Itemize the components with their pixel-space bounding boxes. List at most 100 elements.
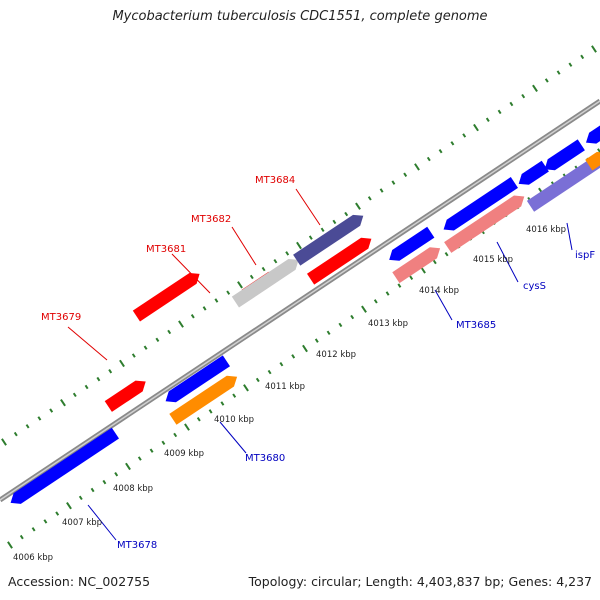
inner-tick bbox=[279, 362, 284, 367]
outer-tick bbox=[580, 54, 585, 60]
inner-tick bbox=[232, 393, 237, 398]
outer-tick bbox=[308, 235, 313, 240]
gene-label[interactable]: cysS bbox=[523, 281, 546, 292]
inner-tick bbox=[385, 291, 390, 296]
inner-tick bbox=[373, 299, 378, 304]
outer-tick bbox=[344, 211, 349, 217]
outer-tick bbox=[1, 438, 7, 446]
gene-grey[interactable] bbox=[231, 259, 299, 308]
outer-tick bbox=[568, 62, 573, 67]
inner-tick bbox=[196, 417, 201, 422]
outer-tick bbox=[532, 84, 538, 93]
gene-lavender[interactable] bbox=[526, 152, 600, 212]
outer-tick-ring bbox=[1, 45, 597, 446]
inner-tick bbox=[409, 275, 414, 280]
inner-tick bbox=[432, 259, 437, 265]
inner-tick bbox=[338, 322, 343, 328]
outer-tick bbox=[49, 408, 54, 413]
gene-label[interactable]: MT3680 bbox=[245, 453, 285, 464]
gene-label[interactable]: MT3678 bbox=[117, 540, 157, 551]
gene-mt3683[interactable] bbox=[307, 237, 372, 285]
outer-tick bbox=[497, 109, 502, 115]
outer-tick bbox=[414, 163, 420, 171]
inner-tick bbox=[78, 495, 83, 501]
accession-label: Accession: NC_002755 bbox=[8, 574, 151, 589]
outer-tick bbox=[320, 227, 325, 232]
gene-label[interactable]: ispF bbox=[575, 250, 595, 261]
gene-label[interactable]: MT3682 bbox=[191, 214, 231, 225]
gene-reverse-c[interactable] bbox=[518, 160, 549, 185]
inner-tick bbox=[114, 472, 119, 477]
gene-reverse-e[interactable] bbox=[586, 124, 600, 144]
inner-tick bbox=[102, 479, 107, 485]
outer-tick bbox=[202, 306, 207, 311]
outer-tick bbox=[119, 359, 125, 368]
gene-pink-b[interactable] bbox=[444, 195, 525, 253]
inner-tick bbox=[173, 432, 178, 438]
outer-tick bbox=[84, 384, 89, 390]
inner-tick bbox=[55, 511, 60, 516]
gene-reverse-a[interactable] bbox=[389, 226, 435, 261]
scale-label: 4012 kbp bbox=[316, 350, 356, 360]
connector-line bbox=[566, 222, 573, 251]
outer-tick bbox=[332, 219, 337, 225]
inner-tick bbox=[161, 440, 166, 446]
scale-label: 4013 kbp bbox=[368, 319, 408, 329]
outer-tick bbox=[249, 274, 254, 280]
scale-label: 4006 kbp bbox=[13, 553, 53, 563]
outer-tick bbox=[521, 93, 526, 99]
outer-tick bbox=[391, 180, 396, 185]
outer-tick bbox=[544, 78, 549, 83]
outer-tick bbox=[60, 398, 66, 407]
gene-mt3679[interactable] bbox=[104, 380, 146, 412]
scale-label: 4015 kbp bbox=[473, 255, 513, 265]
outer-tick bbox=[285, 251, 290, 256]
inner-tick bbox=[255, 377, 260, 383]
scale-labels: 4006 kbp 4007 kbp 4008 kbp 4009 kbp 4010 kbp… bbox=[13, 225, 566, 563]
genome-stats: Topology: circular; Length: 4,403,837 bp… bbox=[249, 574, 592, 589]
label-connectors bbox=[67, 188, 573, 541]
outer-tick bbox=[450, 141, 455, 146]
outer-tick bbox=[155, 337, 160, 343]
connector-line bbox=[295, 188, 321, 226]
gene-orange[interactable] bbox=[169, 375, 238, 425]
genes-count-label: Genes: 4,237 bbox=[508, 574, 592, 589]
inner-tick bbox=[326, 330, 331, 335]
outer-tick bbox=[178, 320, 184, 328]
scale-label: 4007 kbp bbox=[62, 518, 102, 528]
inner-tick bbox=[90, 487, 95, 493]
outer-tick bbox=[379, 188, 384, 193]
gene-mt3678[interactable] bbox=[10, 427, 120, 504]
gene-label[interactable]: MT3684 bbox=[255, 175, 295, 186]
outer-tick bbox=[355, 202, 361, 210]
inner-tick bbox=[291, 354, 296, 359]
gene-reverse-d[interactable] bbox=[544, 139, 585, 171]
outer-tick bbox=[473, 123, 479, 132]
outer-tick bbox=[367, 196, 372, 201]
gene-mt3684[interactable] bbox=[293, 214, 364, 266]
outer-tick bbox=[237, 281, 243, 289]
inner-tick bbox=[243, 384, 249, 392]
gene-pink-a[interactable] bbox=[392, 247, 441, 284]
scale-label: 4016 kbp bbox=[526, 225, 566, 235]
outer-tick bbox=[261, 266, 266, 272]
outer-tick bbox=[190, 314, 195, 319]
gene-label[interactable]: MT3685 bbox=[456, 320, 496, 331]
outer-tick bbox=[591, 45, 597, 53]
gene-mt3681[interactable] bbox=[132, 273, 200, 322]
inner-tick bbox=[149, 448, 154, 453]
outer-tick bbox=[143, 345, 148, 350]
gene-mt3680[interactable] bbox=[165, 355, 230, 403]
gene-label[interactable]: MT3679 bbox=[41, 312, 81, 323]
inner-tick bbox=[7, 541, 13, 549]
gene-label[interactable]: MT3681 bbox=[146, 244, 186, 255]
gene-labels: MT3679 MT3681 MT3682 MT3684 MT3678 MT3680 MT36… bbox=[41, 175, 595, 551]
inner-tick bbox=[125, 462, 131, 471]
topology-label: Topology: circular; bbox=[248, 574, 362, 589]
inner-tick bbox=[267, 369, 272, 375]
outer-tick bbox=[426, 156, 431, 162]
gene-reverse-b[interactable] bbox=[443, 177, 518, 231]
backbone-highlight bbox=[0, 100, 600, 501]
outer-tick bbox=[556, 70, 561, 75]
gene-orange-edge[interactable] bbox=[585, 151, 600, 171]
